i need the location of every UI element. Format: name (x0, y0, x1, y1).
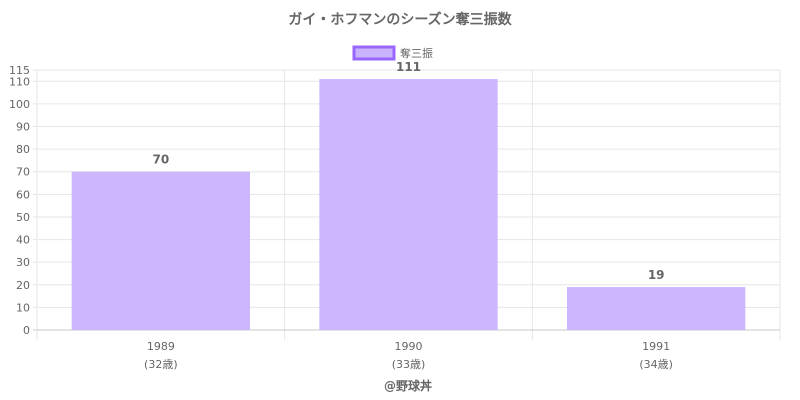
y-tick-label: 90 (16, 121, 30, 134)
legend-label: 奪三振 (400, 46, 433, 60)
y-tick-label: 70 (16, 166, 30, 179)
data-label-1991: 19 (648, 268, 665, 282)
bar-1991[interactable] (567, 287, 746, 330)
y-tick-label: 60 (16, 188, 30, 201)
bar-1989[interactable] (71, 171, 250, 330)
x-category-sublabel: (33歳) (392, 358, 426, 371)
legend-swatch (352, 45, 396, 61)
data-label-1990: 111 (396, 60, 421, 74)
y-tick-label: 50 (16, 211, 30, 224)
x-category-label: 1991 (642, 340, 670, 353)
y-tick-label: 40 (16, 234, 30, 247)
y-tick-label: 10 (16, 301, 30, 314)
chart-title: ガイ・ホフマンのシーズン奪三振数 (288, 11, 512, 28)
x-category-label: 1989 (147, 340, 175, 353)
bars (71, 79, 746, 330)
x-category-sublabel: (34歳) (639, 358, 673, 371)
y-tick-label: 115 (9, 64, 30, 77)
legend[interactable]: 奪三振 (352, 45, 433, 61)
y-tick-label: 20 (16, 279, 30, 292)
x-category-label: 1990 (395, 340, 423, 353)
y-tick-label: 110 (9, 75, 30, 88)
footer-credit: @野球丼 (384, 378, 432, 393)
data-label-1989: 70 (152, 153, 169, 167)
x-category-sublabel: (32歳) (144, 358, 178, 371)
y-tick-label: 30 (16, 256, 30, 269)
y-tick-label: 0 (23, 324, 30, 337)
bar-1990[interactable] (319, 79, 498, 330)
y-tick-label: 80 (16, 143, 30, 156)
y-tick-label: 100 (9, 98, 30, 111)
